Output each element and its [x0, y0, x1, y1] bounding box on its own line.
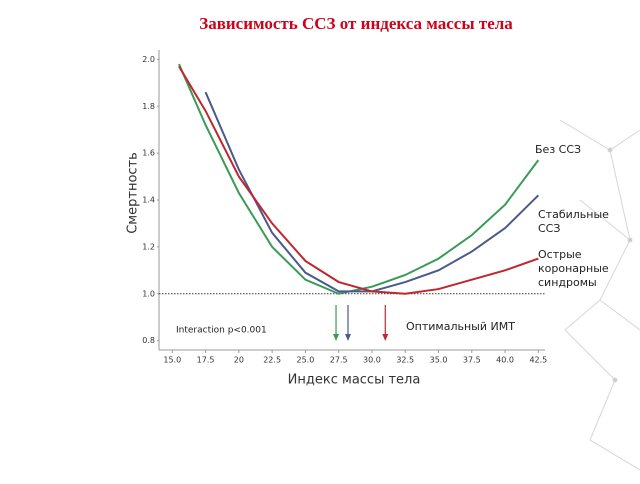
- x-tick-label: 22.5: [263, 356, 281, 365]
- series-label: Без ССЗ: [535, 143, 581, 156]
- x-tick-label: 42.5: [529, 356, 547, 365]
- y-axis-label: Смертность: [126, 152, 141, 234]
- x-tick-label: 32.5: [396, 356, 414, 365]
- optimal-arrow: [333, 305, 340, 341]
- series-label: Острые коронарные синдромы: [538, 248, 612, 289]
- arrow-head: [333, 334, 340, 341]
- y-tick-label: 1.8: [142, 102, 155, 111]
- y-tick-label: 2.0: [142, 55, 155, 64]
- x-tick-label: 35.0: [430, 356, 448, 365]
- arrow-head: [345, 334, 352, 341]
- x-tick-label: 37.5: [463, 356, 481, 365]
- x-tick-label: 25.0: [297, 356, 315, 365]
- line-series: [178, 65, 539, 295]
- x-tick-label: 20: [234, 356, 244, 365]
- optimal-arrow: [345, 305, 352, 341]
- line-series: [178, 63, 540, 295]
- y-tick-label: 1.0: [142, 289, 155, 298]
- decoration: [559, 119, 640, 471]
- x-tick-label: 17.5: [197, 356, 215, 365]
- annotation: Interaction p<0.001: [176, 326, 267, 336]
- y-tick-label: 0.8: [142, 336, 155, 345]
- x-axis-label: Индекс массы тела: [288, 373, 421, 388]
- series-label: Стабильные ССЗ: [538, 208, 612, 235]
- optimal-arrow: [382, 305, 389, 341]
- y-tick-label: 1.2: [142, 242, 155, 251]
- chart-title: Зависимость ССЗ от индекса массы тела: [199, 14, 513, 33]
- y-tick-label: 1.4: [142, 196, 155, 205]
- x-tick-label: 15.0: [163, 356, 181, 365]
- annotation: Оптимальный ИМТ: [406, 320, 515, 333]
- x-tick-label: 40.0: [496, 356, 514, 365]
- x-tick-label: 27.5: [330, 356, 348, 365]
- arrow-head: [382, 334, 389, 341]
- x-tick-label: 30.0: [363, 356, 381, 365]
- y-tick-label: 1.6: [142, 149, 155, 158]
